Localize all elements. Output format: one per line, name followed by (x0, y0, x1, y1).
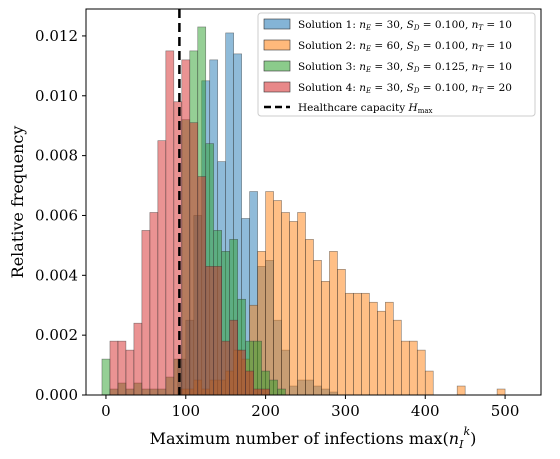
legend-box (257, 12, 536, 117)
y-tick-label: 0.006 (35, 206, 78, 224)
bar-solution-4 (181, 59, 191, 395)
bar-solution-2 (408, 340, 418, 395)
x-tick-label: 0 (101, 402, 111, 420)
bar-solution-2 (401, 340, 410, 395)
bar-solution-2 (424, 370, 434, 395)
bar-solution-2 (305, 239, 314, 395)
bar-solution-2 (353, 292, 362, 395)
legend-label-solution-4: Solution 4: nE = 30, SD = 0.100, nT = 20 (298, 82, 512, 95)
legend-swatch-solution-1 (263, 18, 291, 30)
y-tick-label: 0.008 (35, 147, 78, 165)
x-axis-label: Maximum number of infections max(nIk) (150, 425, 477, 451)
bar-solution-3 (277, 388, 286, 395)
y-axis-label: Relative frequency (8, 126, 27, 279)
legend-label-solution-1: Solution 1: nE = 30, SD = 0.100, nT = 10 (298, 19, 512, 32)
y-tick-label: 0.000 (35, 386, 78, 404)
bar-solution-3 (253, 340, 262, 395)
bar-solution-2 (369, 301, 378, 395)
x-tick-label: 300 (331, 402, 360, 420)
bar-solution-4 (149, 212, 159, 395)
bar-solution-2 (297, 212, 306, 395)
bar-solution-2 (456, 385, 466, 395)
bar-solution-4 (109, 340, 119, 395)
legend-label-capacity: Healthcare capacity Hmax (298, 102, 433, 115)
bar-solution-4 (125, 349, 135, 395)
x-tick-label: 100 (171, 402, 200, 420)
y-tick-label: 0.012 (35, 27, 78, 45)
bar-solution-4 (245, 370, 254, 395)
legend-label-solution-3: Solution 3: nE = 30, SD = 0.125, nT = 10 (298, 61, 512, 74)
bar-solution-4 (141, 230, 151, 395)
bar-solution-2 (393, 319, 402, 395)
bar-solution-4 (205, 266, 215, 395)
legend-swatch-solution-2 (263, 39, 291, 51)
bar-solution-2 (313, 260, 322, 395)
bar-solution-2 (265, 191, 274, 395)
legend: Solution 1: nE = 30, SD = 0.100, nT = 10… (257, 12, 536, 117)
bars-layer (101, 26, 506, 395)
plot-frame (85, 8, 542, 396)
bar-solution-2 (337, 269, 346, 395)
bar-solution-3 (269, 379, 278, 395)
axis-ticks: 0 100 200 300 400 500 0.000 0.002 0.004 0.006 0.00… (35, 27, 519, 420)
bar-solution-4 (253, 388, 262, 395)
bar-solution-2 (385, 301, 394, 395)
bar-solution-2 (416, 349, 426, 395)
y-tick-label: 0.002 (35, 326, 78, 344)
bar-solution-4 (229, 319, 238, 395)
bar-solution-4 (237, 349, 246, 395)
bar-solution-4 (165, 50, 175, 395)
bar-solution-4 (133, 322, 143, 395)
x-tick-label: 200 (251, 402, 280, 420)
bar-solution-4 (221, 340, 230, 395)
bar-solution-2 (345, 292, 354, 395)
bar-solution-2 (289, 221, 298, 395)
bar-solution-2 (329, 251, 338, 395)
legend-label-solution-2: Solution 2: nE = 60, SD = 0.100, nT = 10 (298, 40, 512, 53)
x-tick-label: 500 (491, 402, 520, 420)
bar-solution-4 (213, 266, 223, 395)
bar-solution-2 (321, 280, 330, 395)
bar-solution-2 (281, 212, 290, 395)
y-tick-label: 0.010 (35, 87, 78, 105)
bar-solution-4 (197, 176, 207, 395)
bar-solution-2 (377, 310, 386, 395)
y-tick-label: 0.004 (35, 266, 78, 284)
bar-solution-4 (157, 140, 167, 395)
bar-solution-4 (117, 340, 127, 395)
legend-swatch-solution-3 (263, 60, 291, 72)
bar-solution-3 (101, 358, 111, 395)
bar-solution-4 (189, 122, 199, 395)
bar-solution-2 (496, 388, 506, 395)
x-tick-label: 400 (411, 402, 440, 420)
bar-solution-4 (261, 388, 270, 395)
bar-solution-2 (273, 200, 282, 395)
legend-swatch-solution-4 (263, 81, 291, 93)
bar-solution-2 (361, 292, 370, 395)
